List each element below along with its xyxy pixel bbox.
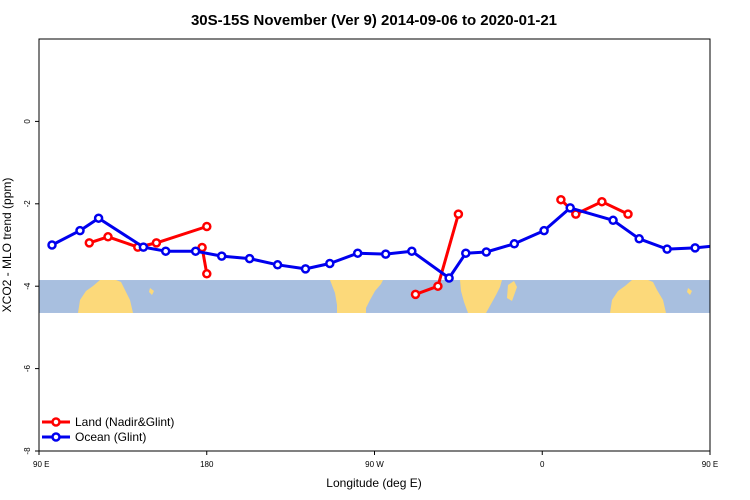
data-point (410, 289, 421, 300)
land-australia-repeat (610, 280, 666, 313)
y-tick-label: 0 (23, 119, 32, 124)
y-axis-label: XCO2 - MLO trend (ppm) (0, 178, 14, 313)
y-tick-label: -6 (23, 364, 32, 372)
legend-label: Land (Nadir&Glint) (75, 415, 174, 429)
data-point (84, 238, 95, 248)
data-point (597, 196, 607, 207)
y-tick-label: -4 (23, 282, 32, 290)
map-band-land (78, 280, 692, 313)
data-point (634, 234, 644, 244)
x-tick-label: 90 E (33, 460, 49, 469)
data-point (720, 242, 727, 249)
data-point (93, 213, 104, 223)
data-point (47, 240, 57, 250)
series-ocean-glint (47, 203, 750, 283)
x-axis: 90 E 180 90 W 0 90 E (33, 451, 718, 469)
data-point (565, 203, 575, 213)
data-point (216, 251, 227, 261)
data-point (608, 215, 618, 226)
legend: Land (Nadir&Glint)Ocean (Glint) (42, 415, 174, 444)
data-point (744, 227, 750, 234)
land-australia (78, 280, 133, 313)
data-point (481, 247, 492, 257)
data-point (623, 209, 633, 219)
series-line (745, 227, 750, 248)
data-point (444, 273, 454, 283)
land-new-zealand (149, 288, 154, 295)
data-point (160, 246, 171, 256)
data-point (190, 246, 201, 256)
data-point (690, 243, 700, 253)
data-point (539, 225, 549, 236)
series-line (51, 206, 710, 280)
legend-label: Ocean (Glint) (75, 430, 146, 444)
y-axis: 0 -2 -4 -6 -8 (23, 119, 39, 455)
data-point (272, 260, 283, 270)
data-point (202, 269, 212, 279)
data-point (300, 264, 311, 274)
x-tick-label: 90 E (702, 460, 718, 469)
land-africa (460, 280, 502, 313)
data-point (352, 248, 363, 258)
data-point (407, 246, 417, 256)
data-point (742, 239, 749, 246)
data-point (662, 244, 672, 254)
x-tick-label: 90 W (365, 460, 384, 469)
data-point (75, 225, 85, 236)
data-point (461, 248, 471, 258)
data-point (103, 232, 113, 242)
map-band (39, 280, 710, 313)
land-new-zealand-repeat (687, 288, 692, 295)
land-south-america (330, 280, 383, 313)
data-point (433, 281, 443, 291)
x-tick-label: 0 (540, 460, 545, 469)
x-axis-label: Longitude (deg E) (326, 476, 421, 490)
data-point (138, 242, 149, 252)
data-point (325, 258, 335, 269)
data-point (453, 209, 464, 219)
data-point (380, 249, 391, 259)
plot-series (47, 194, 750, 300)
x-tick-label: 180 (200, 460, 214, 469)
data-point (244, 253, 255, 264)
y-tick-label: -8 (23, 447, 32, 455)
data-point (202, 221, 212, 232)
land-madagascar (507, 281, 517, 301)
data-point (509, 239, 520, 249)
data-point (556, 194, 566, 205)
chart-title: 30S-15S November (Ver 9) 2014-09-06 to 2… (191, 12, 557, 29)
series-land-nadir-glint (84, 194, 750, 300)
legend-marker (51, 417, 61, 427)
data-point (151, 238, 162, 248)
legend-marker (51, 432, 61, 442)
y-tick-label: -2 (23, 200, 32, 208)
